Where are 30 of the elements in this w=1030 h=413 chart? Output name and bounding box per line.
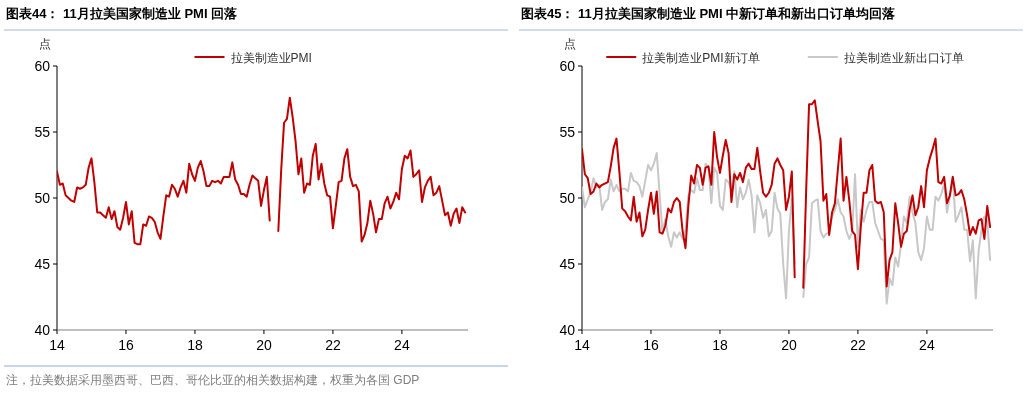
x-tick-label: 18	[712, 337, 728, 353]
x-tick-label: 14	[49, 337, 65, 353]
y-tick-label: 50	[34, 190, 51, 206]
x-tick-label: 24	[394, 337, 410, 353]
x-tick-label: 14	[574, 337, 590, 353]
legend-label: 拉美制造业PMI新订单	[642, 50, 760, 65]
chart-title: 图表44： 11月拉美国家制造业 PMI 回落	[6, 6, 239, 21]
x-tick-label: 20	[256, 337, 272, 353]
y-tick-label: 50	[559, 190, 576, 206]
y-tick-label: 55	[34, 124, 51, 140]
x-tick-label: 16	[118, 337, 134, 353]
x-tick-label: 24	[919, 337, 935, 353]
x-tick-label: 22	[850, 337, 866, 353]
x-tick-label: 16	[643, 337, 659, 353]
legend-label: 拉美制造业PMI	[230, 50, 312, 65]
x-tick-label: 22	[325, 337, 341, 353]
y-tick-label: 40	[34, 322, 51, 338]
x-tick-label: 18	[187, 337, 203, 353]
x-tick-label: 20	[781, 337, 797, 353]
y-tick-label: 60	[559, 58, 576, 74]
y-tick-label: 55	[559, 124, 576, 140]
y-tick-label: 45	[34, 256, 51, 272]
chart-title: 图表45： 11月拉美国家制造业 PMI 中新订单和新出口订单均回落	[521, 6, 897, 21]
y-tick-label: 60	[34, 58, 51, 74]
text: 注，拉美数据采用墨西哥、巴西、哥伦比亚的相关数据构建，权重为各国 GDP	[6, 373, 420, 387]
y-axis-title: 点	[564, 37, 576, 51]
y-tick-label: 40	[559, 322, 576, 338]
y-tick-label: 45	[559, 256, 576, 272]
legend-label: 拉美制造业新出口订单	[843, 50, 964, 65]
y-axis-title: 点	[39, 37, 51, 51]
